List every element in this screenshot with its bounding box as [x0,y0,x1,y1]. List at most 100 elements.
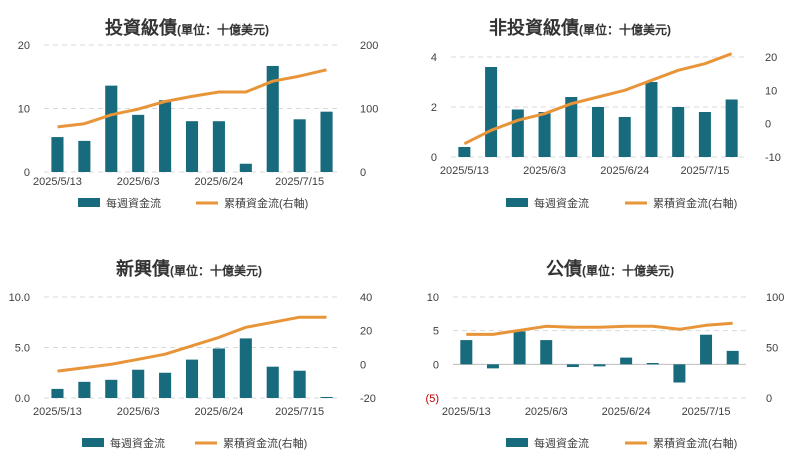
y-left-tick-label: 5.0 [15,343,30,355]
legend-bar-swatch [82,438,104,447]
chart-title: 投資級債(單位：十億美元) [105,14,269,40]
x-tick-label: 2025/6/3 [525,406,568,418]
y-left-tick-label: 4 [431,52,437,64]
chart-title-unit: (單位：十億美元) [582,264,674,278]
legend-bar-label: 每週資金流 [534,436,589,450]
y-left-tick-label: 10 [427,292,439,304]
chart-panel-high-yield: 非投資級債(單位：十億美元) 0 2 4 -10 0 10 20 2025/5/13 2025/… [403,0,806,232]
weekly-flow-bar [566,364,579,368]
y-right-tick-label: 100 [360,104,378,116]
weekly-flow-bar [591,107,605,157]
x-tick-label: 2025/5/13 [33,406,82,418]
weekly-flow-bar [672,107,685,157]
y-left-tick-label: 0 [24,167,30,179]
legend-bar-swatch [78,198,100,207]
x-tick-label: 2025/6/24 [194,406,243,418]
weekly-flow-bar [239,163,252,172]
chart-panel-government-bond: 公債(單位：十億美元) (5) 0 5 10 0 50 100 2025/5/13 2025/6… [403,232,806,464]
chart-panel-emerging-market: 新興債(單位：十億美元) 0.0 5.0 10.0 -20 0 20 40 2025/5/13… [0,232,403,464]
weekly-flow-bar [460,340,473,365]
y-right-tick-label: 200 [360,40,378,52]
legend-bar-swatch [506,198,528,207]
y-right-tick-label: 0 [765,119,771,131]
weekly-flow-bar [513,331,526,365]
y-right-tick-label: 20 [765,52,777,64]
chart-title-main: 非投資級債 [489,18,579,38]
weekly-flow-bar [485,67,498,157]
chart-panel-investment-grade: 投資級債(單位：十億美元) 0 10 20 0 100 200 2025/5/13 2025/… [0,0,403,232]
y-left-tick-label: 10.0 [9,292,30,304]
chart-title: 非投資級債(單位：十億美元) [489,14,671,40]
y-right-tick-label: 20 [360,326,372,338]
y-right-tick-label: 0 [360,167,366,179]
legend-line-label: 累積資金流(右軸) [653,196,737,210]
weekly-flow-bar [565,97,578,157]
weekly-flow-bar [105,85,118,172]
weekly-flow-bar [620,357,633,365]
weekly-flow-bar [458,147,471,157]
weekly-flow-bar [212,121,225,172]
weekly-flow-bar [646,362,659,365]
y-left-tick-label: 0 [431,152,437,164]
y-left-tick-label: 5 [433,326,439,338]
chart-title-unit: (單位：十億美元) [579,23,671,37]
chart-title-main: 投資級債 [105,18,177,38]
weekly-flow-bar [593,364,606,367]
y-left-tick-label: 0.0 [15,393,30,405]
y-left-tick-label: 0 [433,359,439,371]
weekly-flow-bar [320,396,333,398]
cumulative-flow-line [57,68,327,129]
y-right-tick-label: 100 [766,292,784,304]
chart-plot: 0 2 4 -10 0 10 20 2025/5/13 2025/6/3 2025/6/24 202… [431,52,781,210]
x-tick-label: 2025/6/3 [117,176,160,188]
x-tick-label: 2025/6/3 [117,406,160,418]
x-tick-label: 2025/6/24 [194,176,243,188]
x-tick-label: 2025/7/15 [680,165,729,177]
y-right-tick-label: 10 [765,85,777,97]
y-left-tick-label: 10 [18,104,30,116]
weekly-flow-bar [185,121,199,172]
legend-bar-label: 每週資金流 [534,196,589,210]
weekly-flow-bar [726,350,739,365]
x-tick-label: 2025/6/24 [602,406,651,418]
cumulative-flow-line [57,315,327,373]
weekly-flow-bar [266,65,279,172]
legend-bar-label: 每週資金流 [110,436,165,450]
weekly-flow-bar [132,114,145,172]
weekly-flow-bar [51,137,64,172]
x-tick-label: 2025/7/15 [275,406,324,418]
legend-line-label: 累積資金流(右軸) [223,436,307,450]
chart-title: 公債(單位：十億美元) [546,255,674,281]
weekly-flow-bar [540,340,553,365]
cumulative-flow-line [466,321,733,336]
y-right-tick-label: 50 [766,343,778,355]
weekly-flow-bar [725,99,738,157]
chart-title-unit: (單位：十億美元) [170,264,262,278]
weekly-flow-bar [78,381,91,398]
weekly-flow-bar [266,366,279,398]
legend-line-label: 累積資金流(右軸) [653,436,737,450]
chart-title-unit: (單位：十億美元) [177,23,269,37]
chart-plot: 0.0 5.0 10.0 -20 0 20 40 2025/5/13 2025/6/3 2025/… [9,292,376,450]
x-tick-label: 2025/5/13 [442,406,491,418]
weekly-flow-bar [159,100,172,172]
weekly-flow-bar [185,359,199,398]
weekly-flow-bar [239,338,252,398]
weekly-flow-bar [538,112,551,157]
y-left-tick-label: (5) [426,393,439,405]
weekly-flow-bar [132,369,145,398]
weekly-flow-bar [698,112,711,157]
weekly-flow-bar [51,388,64,398]
x-tick-label: 2025/6/3 [523,165,566,177]
chart-title: 新興債(單位：十億美元) [116,255,262,281]
x-tick-label: 2025/7/15 [275,176,324,188]
weekly-flow-bar [618,117,631,157]
weekly-flow-bar [645,82,658,157]
legend-line-label: 累積資金流(右軸) [224,196,308,210]
cumulative-flow-line [463,52,733,146]
weekly-flow-bar [159,372,172,398]
weekly-flow-bar [212,348,225,398]
x-tick-label: 2025/5/13 [440,165,489,177]
chart-title-main: 公債 [546,259,582,279]
